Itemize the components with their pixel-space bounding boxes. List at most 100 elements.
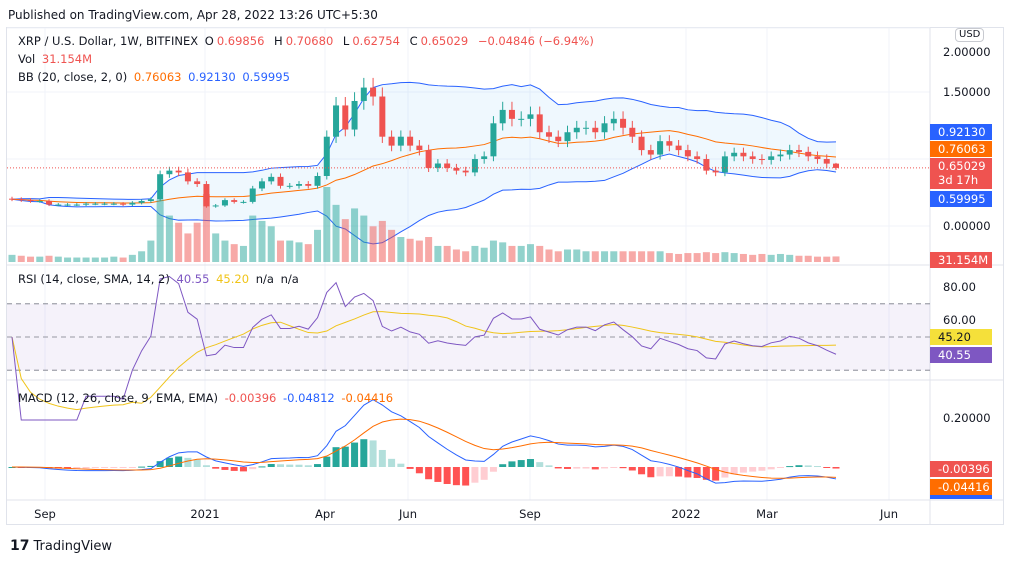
volume-bar <box>8 254 16 262</box>
macd-histogram-bar <box>702 467 710 480</box>
macd-line <box>11 399 837 484</box>
symbol-title: XRP / U.S. Dollar, 1W, BITFINEX <box>18 34 199 48</box>
macd-histogram-bar <box>536 462 544 467</box>
volume-bar <box>480 247 488 262</box>
volume-bar <box>665 253 673 262</box>
tradingview-logo[interactable]: 𝟭𝟳 TradingView <box>10 538 112 554</box>
bb-legend: BB (20, close, 2, 0) 0.76063 0.92130 0.5… <box>18 70 293 84</box>
volume-bar <box>323 187 331 262</box>
bb-band-fill <box>12 82 836 244</box>
candle-body <box>620 118 627 128</box>
candle-body <box>610 118 617 124</box>
macd-histogram-bar <box>508 461 516 467</box>
candle-body <box>786 150 793 155</box>
candle-body <box>758 159 765 161</box>
candle-body <box>425 150 432 168</box>
macd-histogram-bar <box>693 467 701 478</box>
volume-bar <box>554 251 562 262</box>
macd-histogram-bar <box>517 460 525 467</box>
macd-histogram-bar <box>202 465 210 467</box>
candle-body <box>407 136 414 146</box>
currency-button[interactable]: USD <box>955 28 985 42</box>
candle-body <box>592 127 599 133</box>
candle-body <box>110 203 117 205</box>
volume-bar <box>795 255 803 262</box>
volume-bar <box>45 255 53 262</box>
candle-body <box>536 114 543 133</box>
macd-tick-0.2: 0.20000 <box>943 411 991 425</box>
candle-body <box>101 203 108 205</box>
candle-body <box>749 156 756 160</box>
macd-histogram-bar <box>823 467 831 468</box>
volume-bar <box>573 249 581 262</box>
candle-body <box>351 100 358 130</box>
high-value: 0.70680 <box>285 34 334 48</box>
candle-body <box>314 175 321 186</box>
macd-histogram-bar <box>82 467 90 469</box>
macd-histogram-bar <box>554 467 562 469</box>
macd-histogram-bar <box>452 467 460 486</box>
macd-histogram-bar <box>351 442 359 467</box>
volume-bar <box>27 256 35 262</box>
macd-histogram-bar <box>832 467 840 469</box>
macd-histogram-bar <box>758 467 766 471</box>
candle-body <box>27 200 34 202</box>
candle-body <box>73 204 80 206</box>
candle-body <box>221 200 228 206</box>
candle-body <box>434 163 441 168</box>
macd-signal-value: -0.04416 <box>341 391 394 405</box>
volume-bar <box>304 244 312 262</box>
candle-body <box>712 170 719 173</box>
candle-body <box>120 203 127 205</box>
candle-body <box>833 163 839 168</box>
volume-bar <box>101 257 109 262</box>
macd-histogram-bar <box>619 467 627 469</box>
volume-bar <box>230 244 238 262</box>
macd-histogram-bar <box>314 464 322 467</box>
bb-lower-tag: 0.59995 <box>930 191 992 207</box>
candle-body <box>527 114 534 119</box>
rsi-legend: RSI (14, close, SMA, 14, 2) 40.55 45.20 … <box>18 272 302 286</box>
macd-histogram-bar <box>739 467 747 473</box>
candle-body <box>388 136 395 146</box>
time-label: Sep <box>519 507 541 521</box>
volume-bar <box>758 253 766 262</box>
macd-histogram-bar <box>434 467 442 482</box>
candle-body <box>453 167 460 171</box>
candle-body <box>499 109 506 124</box>
macd-histogram-bar <box>267 464 275 467</box>
signal-line <box>11 418 837 479</box>
volume-bar <box>332 204 340 262</box>
volume-bar <box>712 253 720 262</box>
volume-bar <box>239 245 247 262</box>
chart-canvas[interactable] <box>0 0 1012 530</box>
volume-bar <box>684 253 692 262</box>
volume-bar <box>54 256 62 262</box>
time-label: 2021 <box>190 507 220 521</box>
volume-bar <box>17 255 25 262</box>
candle-body <box>721 156 728 173</box>
macd-histogram-bar <box>786 466 794 468</box>
macd-histogram-bar <box>471 467 479 483</box>
volume-bar <box>564 249 572 262</box>
rsi-na-1: n/a <box>255 272 274 286</box>
rsi-line <box>11 275 837 421</box>
rsi-ma-tag: 45.20 <box>930 329 992 345</box>
volume-bar <box>128 254 136 262</box>
time-label: Jun <box>880 507 898 521</box>
volume-bar <box>36 256 44 262</box>
bb-lower-value: 0.59995 <box>242 70 290 84</box>
candle-body <box>703 159 710 171</box>
price-tick-1.5: 1.50000 <box>943 85 991 99</box>
volume-bar <box>508 245 516 262</box>
candle-body <box>555 136 562 142</box>
volume-bar <box>499 242 507 262</box>
volume-bar <box>721 252 729 262</box>
volume-bar <box>582 251 590 262</box>
volume-bar <box>434 245 442 262</box>
macd-histogram-bar <box>684 467 692 478</box>
time-label: 2022 <box>671 507 701 521</box>
rsi-value: 40.55 <box>176 272 210 286</box>
candle-body <box>333 105 340 137</box>
candle-body <box>814 156 821 160</box>
